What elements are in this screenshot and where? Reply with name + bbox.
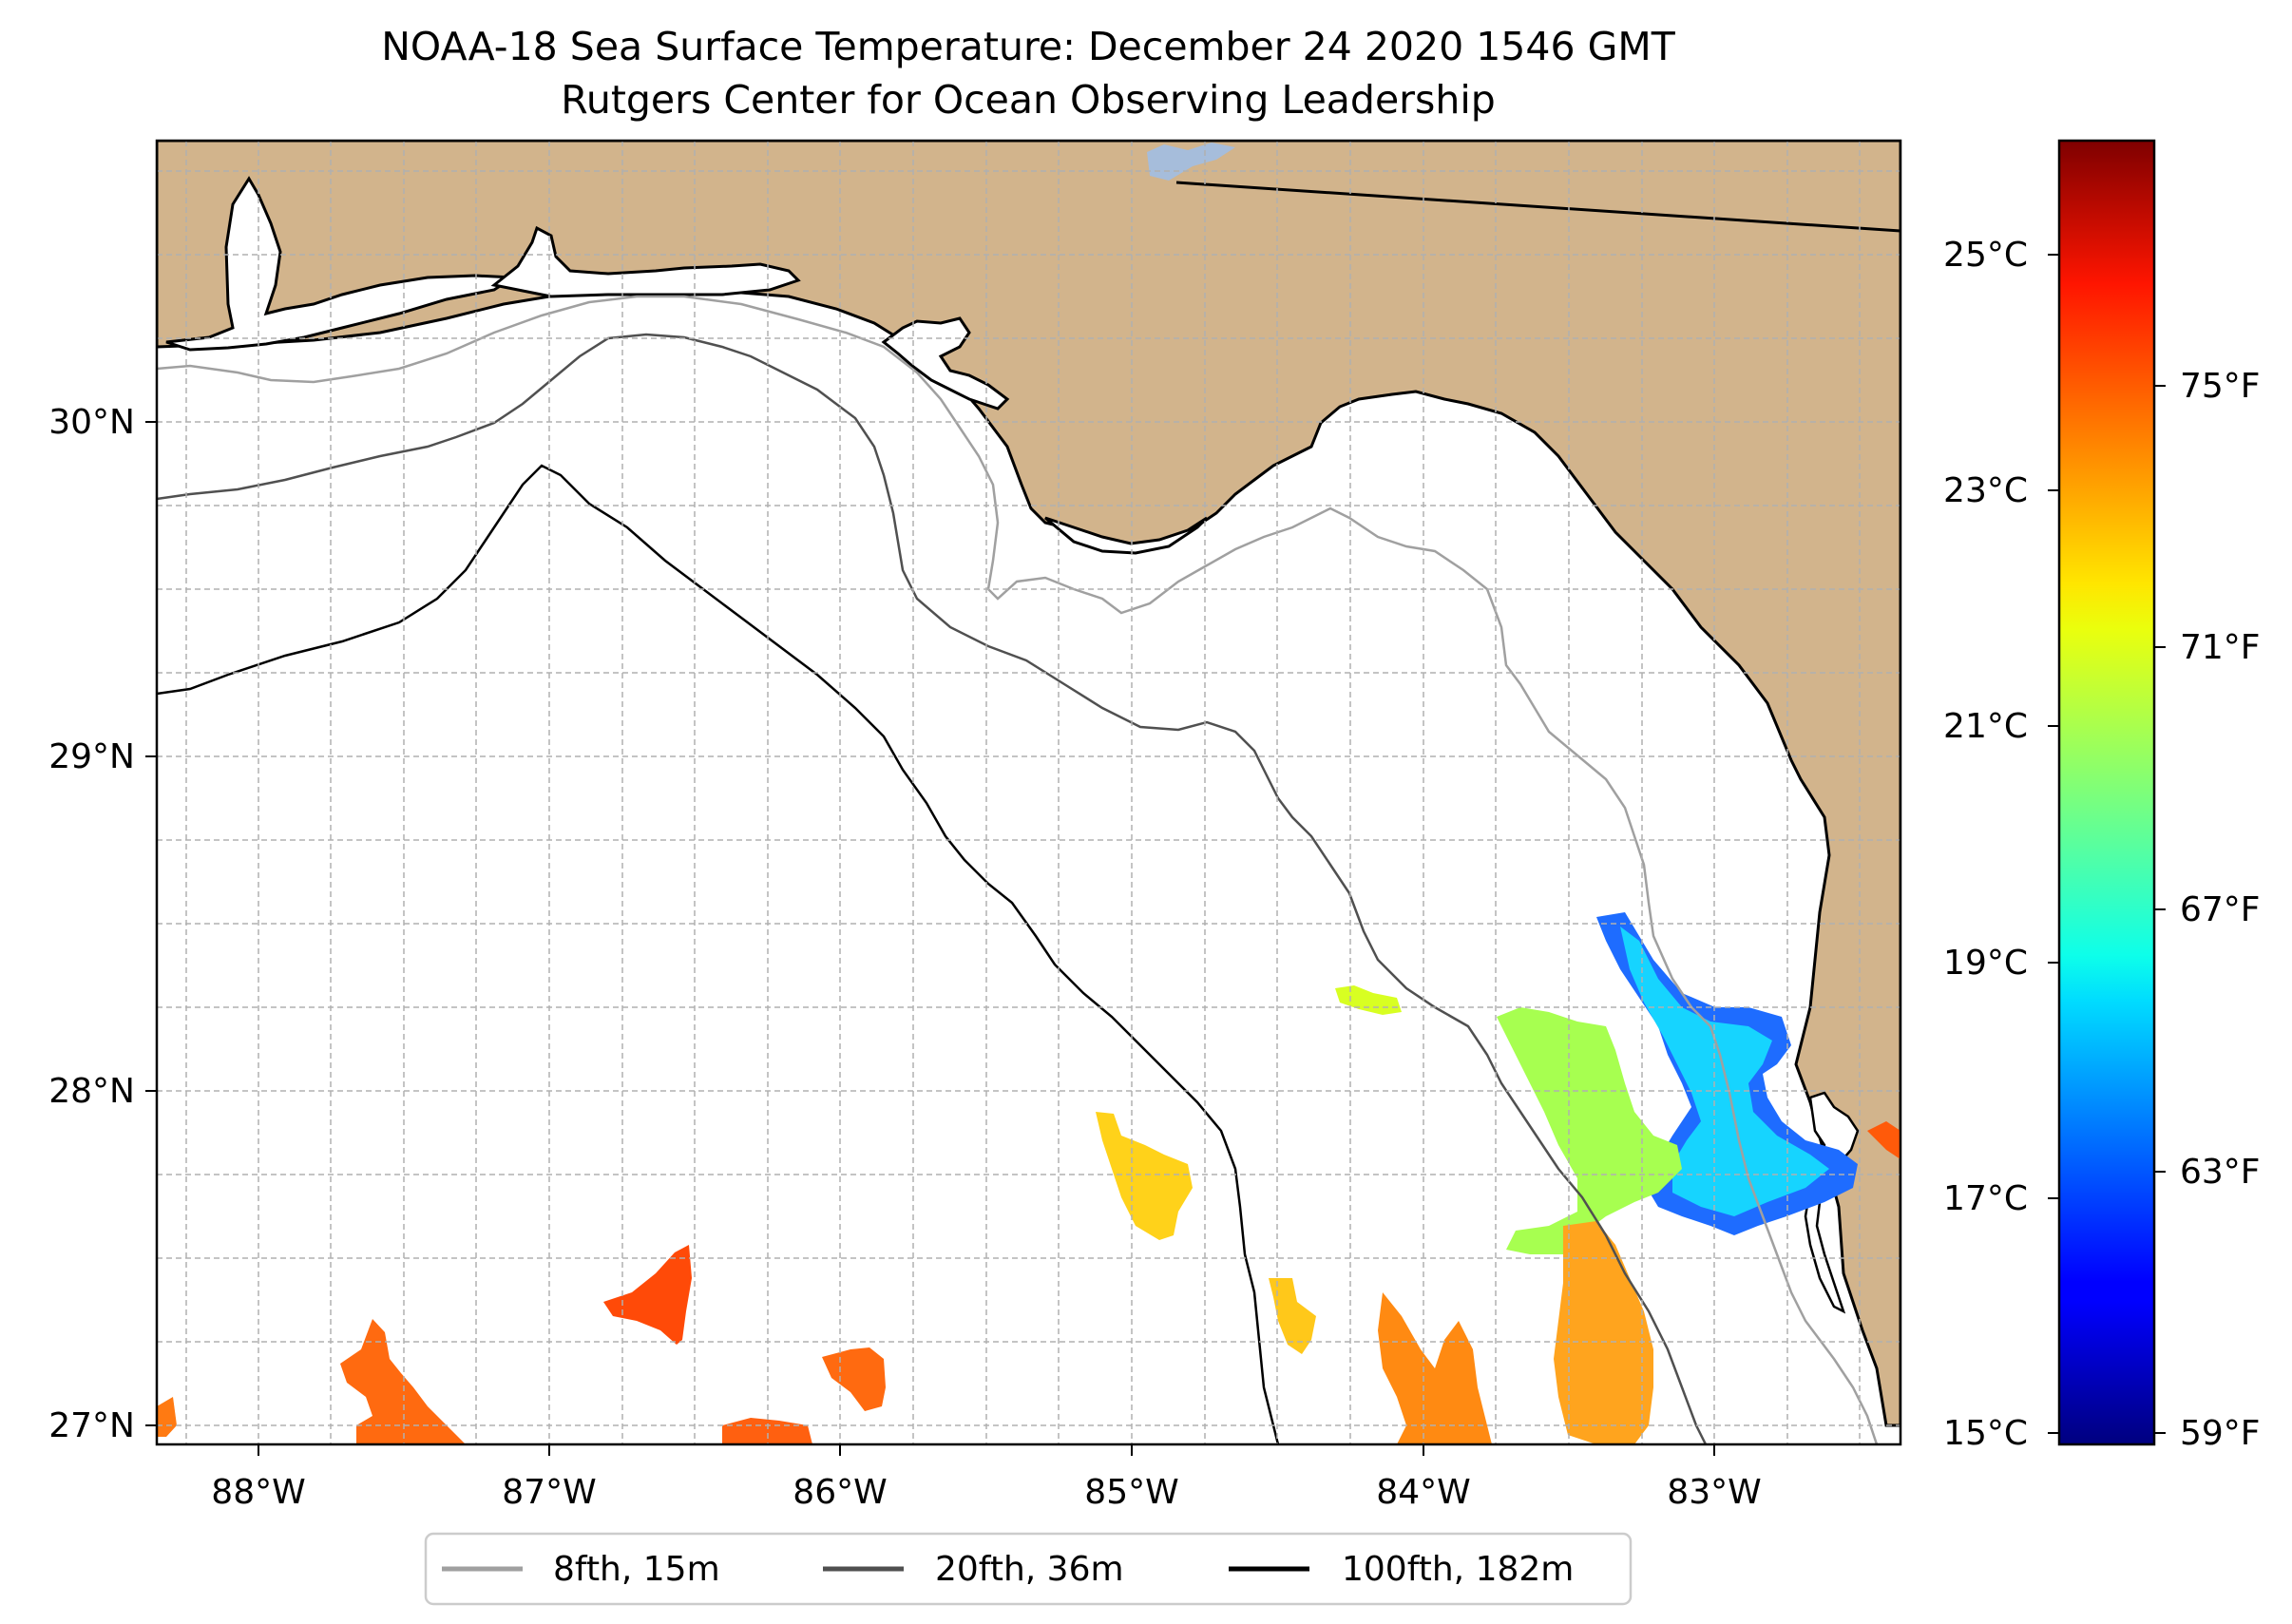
x-tick-label: 83°W — [1667, 1473, 1761, 1512]
map-title: NOAA-18 Sea Surface Temperature: Decembe… — [381, 24, 1675, 69]
sst-patch-shelf-orange — [1378, 1292, 1492, 1444]
legend-label: 100fth, 182m — [1342, 1550, 1574, 1589]
x-tick-label: 88°W — [211, 1473, 305, 1512]
contour-8fth — [157, 295, 1879, 1444]
sst-patch-87-5w-orange — [340, 1319, 466, 1444]
fahrenheit-tick-label: 67°F — [2180, 890, 2261, 929]
y-tick-label: 29°N — [48, 737, 135, 776]
colorbar-fahrenheit-ticks — [2154, 385, 2166, 1434]
sst-patch-84-5w-yellow — [1269, 1278, 1316, 1354]
y-tick-label: 30°N — [48, 403, 135, 442]
y-tick-labels: 27°N 28°N 29°N 30°N — [48, 403, 135, 1445]
y-tick-label: 27°N — [48, 1406, 135, 1445]
colorbar-gradient — [2057, 139, 2156, 1446]
fahrenheit-tick-label: 63°F — [2180, 1153, 2261, 1192]
x-tick-label: 86°W — [793, 1473, 887, 1512]
celsius-tick-label: 21°C — [1943, 707, 2028, 746]
legend-box — [424, 1532, 1633, 1606]
sst-patch-86-3w-orange — [722, 1418, 812, 1444]
state-border — [1175, 181, 1900, 233]
map-subtitle: Rutgers Center for Ocean Observing Leade… — [561, 77, 1496, 123]
sst-patch-85w-yellow — [1096, 1112, 1193, 1240]
gridlines — [157, 141, 1900, 1444]
sst-patch-86w-orange — [822, 1347, 886, 1411]
x-axis — [258, 1444, 1715, 1456]
celsius-tick-label: 23°C — [1943, 471, 2028, 510]
contour-100fth — [157, 464, 1280, 1444]
colorbar: 15°C 17°C 19°C 21°C 23°C 25°C 59°F 63°F … — [1943, 139, 2261, 1453]
x-tick-label: 85°W — [1084, 1473, 1178, 1512]
celsius-tick-label: 19°C — [1943, 944, 2028, 983]
colorbar-celsius-ticks — [2048, 254, 2059, 1434]
sst-patch-88w-orange — [157, 1397, 177, 1437]
map-panel — [157, 141, 1900, 1444]
map-frame — [155, 139, 1902, 1446]
fahrenheit-tick-label: 71°F — [2180, 628, 2261, 667]
sst-patch-bigbend-green — [1497, 1007, 1682, 1254]
legend: 8fth, 15m 20fth, 36m 100fth, 182m — [424, 1532, 1633, 1606]
celsius-tick-label: 25°C — [1943, 236, 2028, 275]
st-andrews-bay — [881, 316, 1010, 411]
apalachicola-bay — [1044, 516, 1209, 555]
x-tick-label: 84°W — [1376, 1473, 1470, 1512]
legend-label: 20fth, 36m — [935, 1550, 1124, 1589]
choctawhatchee-bay — [490, 225, 801, 298]
x-tick-label: 87°W — [502, 1473, 596, 1512]
x-tick-labels: 88°W 87°W 86°W 85°W 84°W 83°W — [211, 1473, 1761, 1512]
pensacola-bay — [165, 176, 518, 352]
contour-20fth — [157, 333, 1708, 1444]
fahrenheit-tick-label: 59°F — [2180, 1414, 2261, 1453]
legend-label: 8fth, 15m — [553, 1550, 720, 1589]
y-tick-label: 28°N — [48, 1072, 135, 1111]
fahrenheit-tick-label: 75°F — [2180, 367, 2261, 406]
sst-patch-86-5w-red — [603, 1245, 692, 1345]
y-axis — [145, 421, 157, 1426]
sst-patch-tampa-red — [1867, 1121, 1900, 1159]
celsius-tick-label: 15°C — [1943, 1414, 2028, 1453]
celsius-tick-label: 17°C — [1943, 1179, 2028, 1218]
